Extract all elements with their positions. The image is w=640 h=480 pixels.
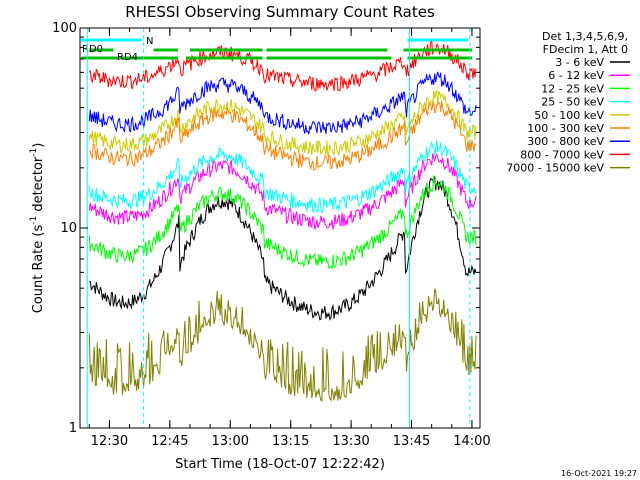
series-line-1	[89, 176, 477, 321]
series-line-4	[88, 139, 477, 214]
axes-layer: 1 10 100 12:30 12:45 13:00 13:15 13:30 13:45 14:0…	[52, 21, 491, 449]
legend-label-6: 100 - 300 keV	[527, 122, 604, 135]
x-tick-label: 14:00	[453, 434, 490, 449]
y-tick-label: 100	[52, 21, 77, 36]
legend: Det 1,3,4,5,6,9,FDecim 1, Att 03 - 6 keV…	[506, 30, 630, 175]
x-tick-label: 12:45	[151, 434, 188, 449]
x-tick-label: 13:15	[272, 434, 309, 449]
legend-label-1: 3 - 6 keV	[555, 56, 604, 69]
legend-label-7: 300 - 800 keV	[527, 135, 604, 148]
legend-label-2: 6 - 12 keV	[548, 69, 604, 82]
n-label: N	[146, 36, 153, 47]
legend-label-9: 7000 - 15000 keV	[506, 162, 604, 175]
generation-timestamp: 16-Oct-2021 19:27	[561, 469, 637, 478]
legend-label-8: 800 - 7000 keV	[520, 148, 604, 161]
x-tick-label: 13:00	[212, 434, 249, 449]
rd4-label: RD4	[117, 52, 138, 63]
series-layer	[88, 39, 477, 402]
series-line-6	[88, 101, 477, 172]
svg-text:Count Rate (s-1 detector-1): Count Rate (s-1 detector-1)	[29, 143, 46, 314]
series-line-3	[88, 175, 477, 271]
legend-label-3: 12 - 25 keV	[541, 82, 604, 95]
series-line-7	[88, 71, 477, 135]
series-line-8	[88, 39, 477, 92]
legend-header-line: FDecim 1, Att 0	[543, 43, 628, 56]
legend-label-4: 25 - 50 keV	[541, 96, 604, 109]
x-axis-label: Start Time (18-Oct-07 12:22:42)	[175, 457, 385, 472]
rd0-label: RD0	[82, 44, 103, 55]
y-tick-label: 10	[60, 221, 77, 236]
legend-label-5: 50 - 100 keV	[534, 109, 604, 122]
x-tick-label: 13:30	[332, 434, 369, 449]
y-axis-label: Count Rate (s-1 detector-1)	[29, 143, 46, 314]
series-line-5	[88, 90, 477, 157]
chart-title: RHESSI Observing Summary Count Rates	[125, 3, 435, 21]
flag-layer: RD0 RD4 N	[81, 28, 472, 428]
legend-header-line: Det 1,3,4,5,6,9,	[542, 30, 628, 43]
series-line-9	[88, 288, 477, 402]
y-tick-label: 1	[69, 421, 77, 436]
series-line-2	[88, 153, 477, 230]
x-tick-label: 13:45	[393, 434, 430, 449]
x-tick-label: 12:30	[91, 434, 128, 449]
